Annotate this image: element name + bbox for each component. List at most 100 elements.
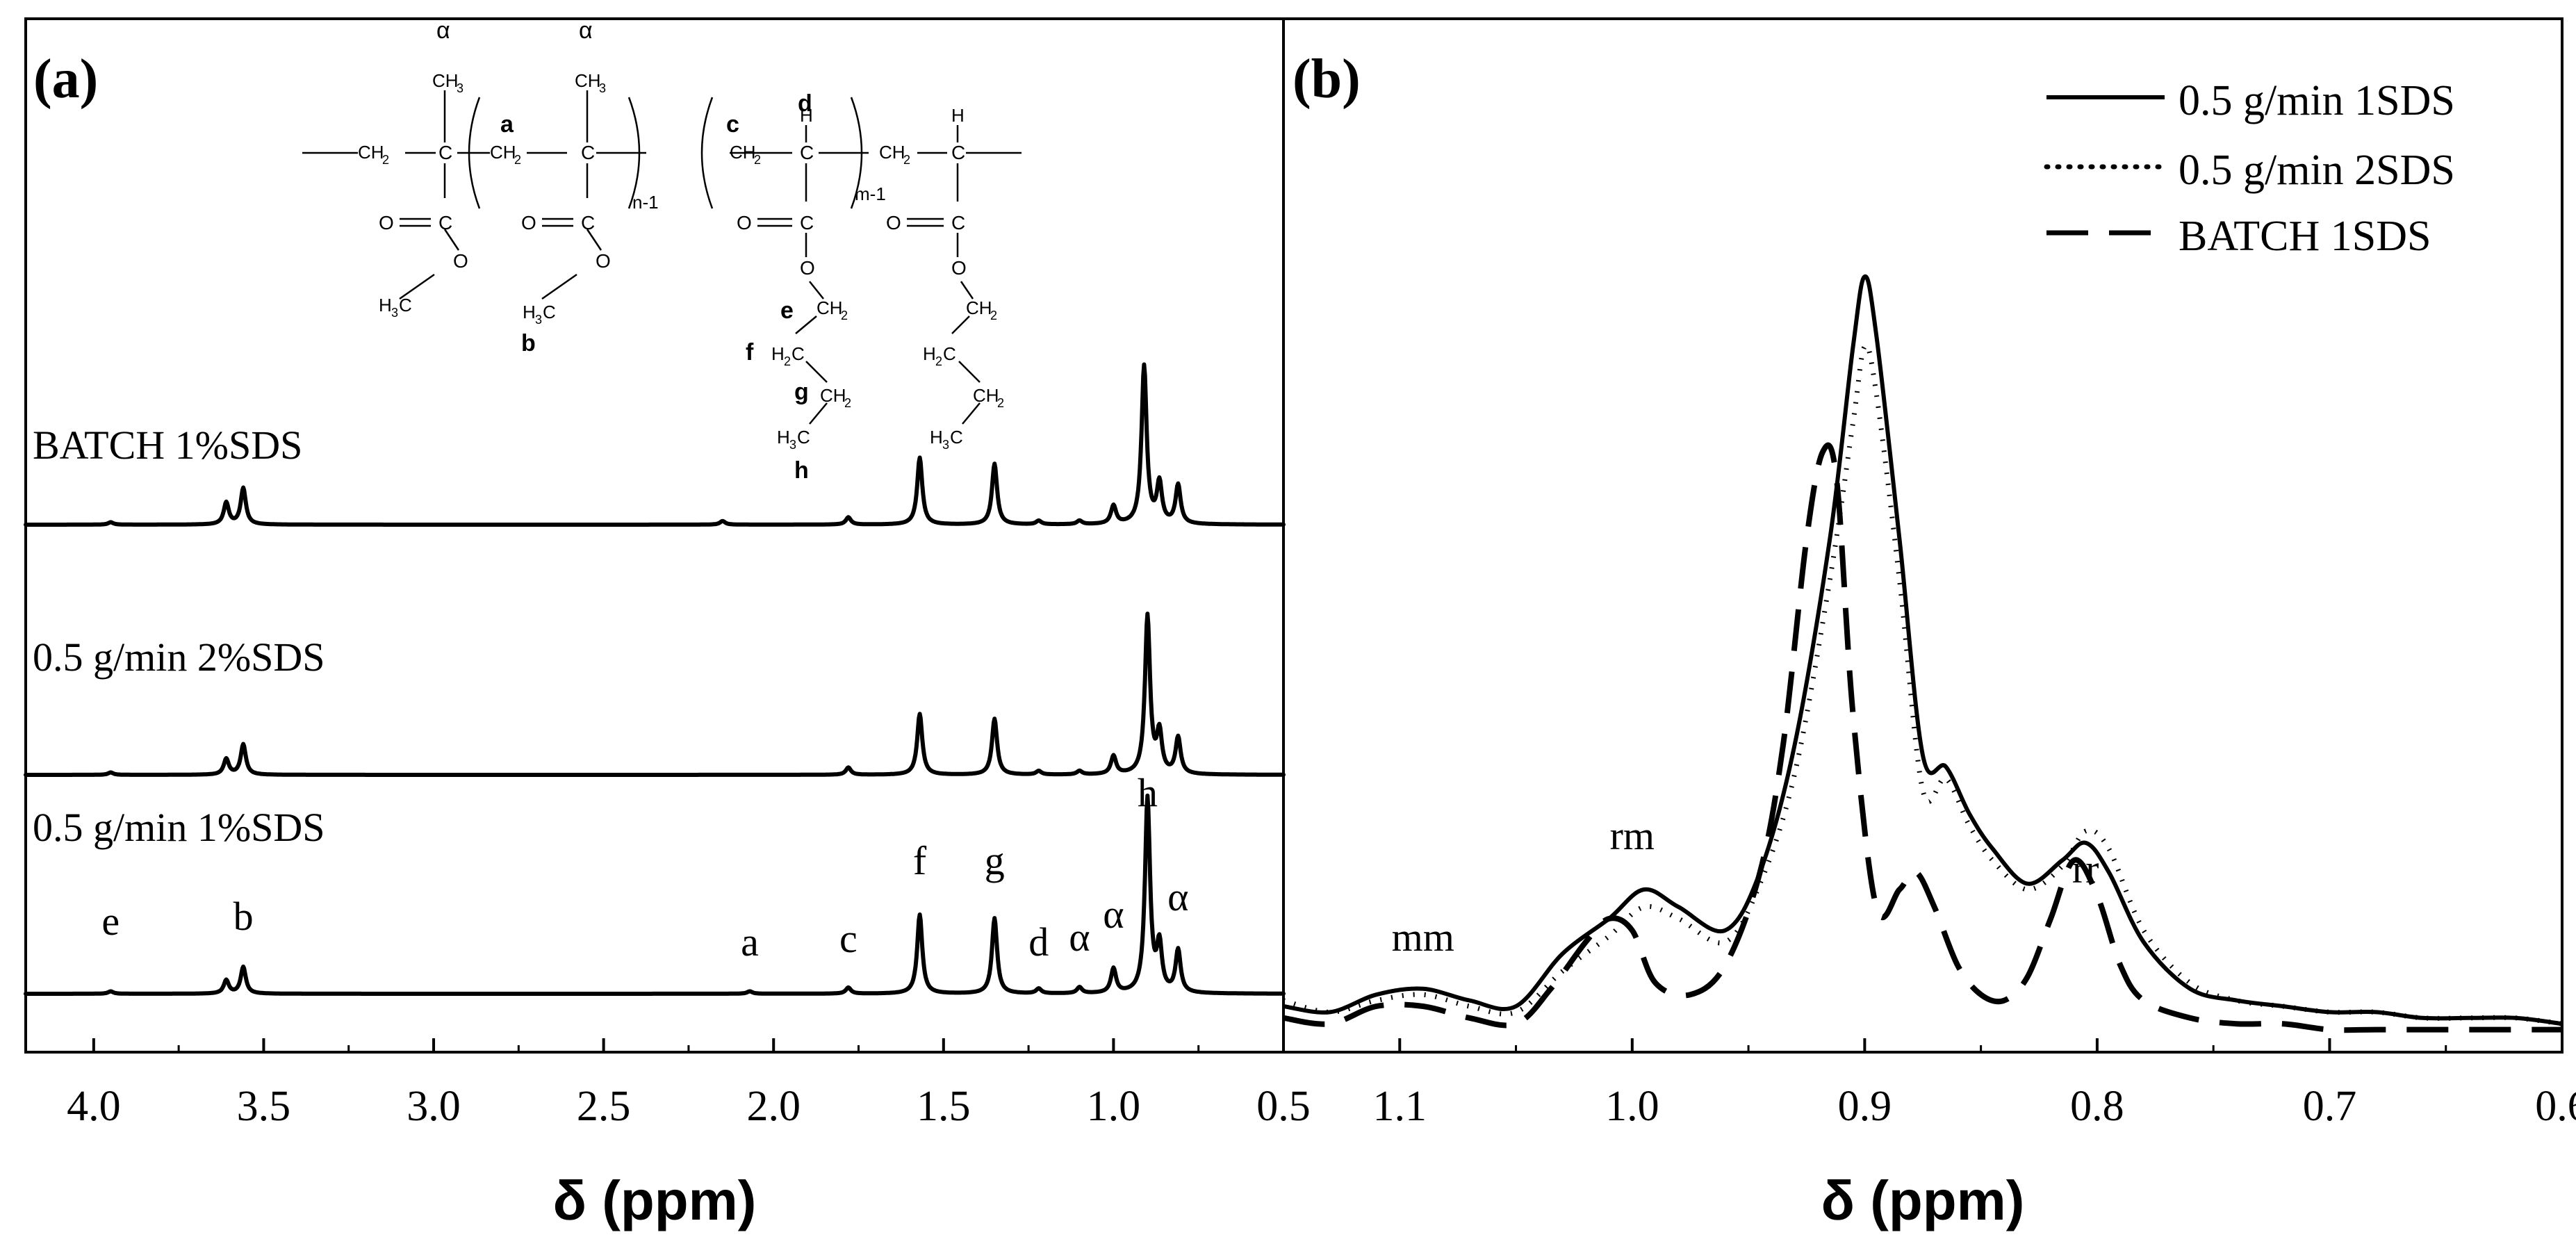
svg-text:3: 3 xyxy=(942,438,949,452)
svg-text:C: C xyxy=(950,427,963,448)
peak-label: h xyxy=(1138,770,1158,815)
svg-text:O: O xyxy=(737,212,752,234)
svg-text:O: O xyxy=(951,257,967,279)
svg-text:C: C xyxy=(800,212,814,234)
peak-label: e xyxy=(101,899,120,944)
svg-text:3: 3 xyxy=(457,81,463,95)
spectrum-line xyxy=(24,362,1286,527)
svg-text:C: C xyxy=(951,142,965,163)
panel-a-frame xyxy=(24,17,1285,1054)
x-tick-label: 0.8 xyxy=(2070,1083,2124,1130)
svg-text:CH: CH xyxy=(730,142,756,163)
svg-text:H: H xyxy=(777,427,790,448)
svg-text:O: O xyxy=(800,257,815,279)
svg-text:C: C xyxy=(399,295,412,316)
svg-text:CH: CH xyxy=(966,297,992,318)
peak-label: mm xyxy=(1392,915,1454,960)
svg-text:2: 2 xyxy=(841,309,848,322)
svg-text:3: 3 xyxy=(391,306,398,320)
peak-label: rr xyxy=(2072,846,2099,892)
svg-text:CH: CH xyxy=(879,142,905,163)
svg-text:d: d xyxy=(798,90,812,117)
svg-text:CH: CH xyxy=(820,385,846,406)
x-tick-label: 0.6 xyxy=(2535,1083,2576,1130)
panel-b-frame xyxy=(1282,17,2563,1054)
svg-text:C: C xyxy=(438,142,452,163)
series-label: BATCH 1%SDS xyxy=(33,423,302,468)
svg-text:O: O xyxy=(596,250,611,272)
svg-text:H: H xyxy=(923,343,936,364)
peak-label: f xyxy=(913,838,927,883)
svg-text:b: b xyxy=(521,330,536,357)
svg-text:O: O xyxy=(379,212,394,234)
svg-text:O: O xyxy=(453,250,468,272)
peak-label: α xyxy=(1069,915,1090,960)
spectrum-line xyxy=(24,612,1286,777)
panel-a-spectra xyxy=(24,362,1286,996)
svg-text:C: C xyxy=(581,142,595,163)
x-tick-label: 1.1 xyxy=(1373,1083,1427,1130)
peak-label: a xyxy=(741,919,759,965)
x-tick-label: 4.0 xyxy=(67,1083,121,1130)
legend: 0.5 g/min 1SDS 0.5 g/min 2SDS BATCH 1SDS xyxy=(2044,77,2455,260)
x-tick-label: 2.0 xyxy=(746,1083,801,1130)
svg-text:CH: CH xyxy=(490,142,516,163)
svg-text:2: 2 xyxy=(903,153,910,167)
x-tick-label: 3.0 xyxy=(407,1083,461,1130)
svg-text:O: O xyxy=(886,212,901,234)
svg-text:C: C xyxy=(581,212,595,234)
svg-text:CH: CH xyxy=(432,70,459,91)
svg-text:h: h xyxy=(794,457,809,484)
spectrum-series-dotted xyxy=(1283,343,2563,1026)
peak-label: c xyxy=(839,916,858,961)
panel-b-peak-labels: mm rm rr xyxy=(1392,813,2099,960)
svg-text:C: C xyxy=(951,212,965,234)
svg-text:2: 2 xyxy=(997,396,1004,410)
svg-text:CH: CH xyxy=(575,70,601,91)
svg-text:e: e xyxy=(780,297,794,324)
panel-b-label: (b) xyxy=(1293,49,1361,110)
svg-text:C: C xyxy=(543,302,556,322)
svg-text:H: H xyxy=(771,343,785,364)
svg-text:α: α xyxy=(579,17,593,44)
svg-text:3: 3 xyxy=(535,313,542,327)
panel-a-x-axis-title: δ (ppm) xyxy=(553,1170,757,1231)
panel-b-spectra xyxy=(1283,274,2563,1033)
legend-entry-1sds: 0.5 g/min 1SDS xyxy=(2179,77,2455,124)
svg-text:2: 2 xyxy=(754,153,761,167)
svg-text:2: 2 xyxy=(990,309,997,322)
svg-text:f: f xyxy=(746,339,754,366)
svg-text:2: 2 xyxy=(784,354,791,368)
panel-a-series-labels: BATCH 1%SDS 0.5 g/min 2%SDS 0.5 g/min 1%SD… xyxy=(33,423,325,850)
spectrum-series-solid xyxy=(1283,274,2563,1026)
svg-text:CH: CH xyxy=(817,297,843,318)
svg-text:C: C xyxy=(438,212,452,234)
x-tick-label: 1.0 xyxy=(1605,1083,1659,1130)
spectrum-series-dashed xyxy=(1283,442,2562,1033)
svg-text:C: C xyxy=(797,427,810,448)
x-tick-label: 2.5 xyxy=(577,1083,631,1130)
svg-text:C: C xyxy=(943,343,956,364)
x-tick-label: 1.0 xyxy=(1087,1083,1141,1130)
svg-text:3: 3 xyxy=(789,438,796,452)
peak-label: α xyxy=(1103,892,1124,937)
svg-text:H: H xyxy=(523,302,536,322)
panel-a-label: (a) xyxy=(33,49,98,110)
svg-text:C: C xyxy=(800,142,814,163)
peak-label: α xyxy=(1167,874,1188,919)
spectrum-line xyxy=(24,793,1286,996)
x-tick-label: 0.7 xyxy=(2303,1083,2357,1130)
x-tick-label: 1.5 xyxy=(917,1083,971,1130)
peak-label: b xyxy=(233,894,254,939)
series-label: 0.5 g/min 2%SDS xyxy=(33,634,325,680)
svg-text:O: O xyxy=(521,212,536,234)
svg-text:3: 3 xyxy=(599,81,606,95)
svg-text:a: a xyxy=(500,111,514,138)
panel-b: (b) mm rm rr 1.1 1.0 0.9 0.8 0.7 0.6 0.5 g/min … xyxy=(1282,17,2576,1231)
svg-text:H: H xyxy=(800,105,813,126)
svg-text:g: g xyxy=(794,379,809,405)
svg-text:2: 2 xyxy=(514,153,521,167)
panel-a: (a) xyxy=(24,17,1311,1231)
svg-text:H: H xyxy=(951,105,965,126)
